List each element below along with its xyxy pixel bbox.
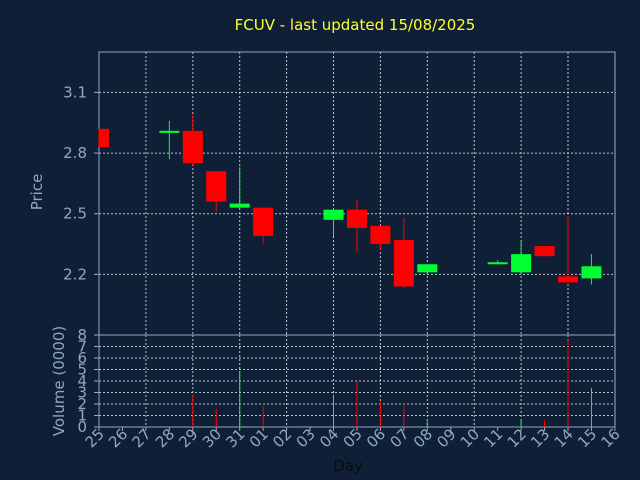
day-tick-label: 01	[246, 425, 272, 451]
day-tick-label: 26	[105, 425, 131, 451]
candle-body	[253, 207, 274, 236]
day-tick-label: 29	[175, 425, 201, 451]
candle-body	[370, 225, 391, 245]
candle-11	[487, 260, 508, 265]
price-tick-labels: 3.1 2.8 2.5 2.2	[63, 83, 99, 283]
day-tick-label: 16	[597, 425, 623, 451]
volume-tick-label: 0	[77, 418, 87, 436]
day-tick-label: 13	[527, 425, 553, 451]
candle-12	[511, 242, 532, 273]
volume-tick-label: 5	[77, 361, 87, 379]
day-tick-label: 10	[457, 425, 483, 451]
candle-body	[417, 264, 438, 273]
day-tick-label: 02	[269, 425, 295, 451]
day-tick-label: 31	[222, 425, 248, 451]
candle-body	[487, 262, 508, 265]
candle-15	[581, 254, 602, 285]
candle-13	[534, 246, 555, 257]
price-grid	[99, 52, 616, 335]
candle-body	[511, 254, 532, 273]
candle-body	[159, 130, 180, 133]
candle-body	[323, 209, 344, 220]
chart-title: FCUV - last updated 15/08/2025	[235, 16, 476, 34]
candle-04	[323, 209, 344, 236]
price-tick-label: 2.5	[63, 205, 87, 223]
price-tick-label: 2.2	[63, 265, 87, 283]
day-tick-label: 05	[340, 425, 366, 451]
candle-body	[558, 276, 578, 283]
candle-07	[393, 217, 414, 289]
candle-25	[98, 128, 109, 148]
candle-body	[99, 128, 109, 148]
candle-30	[206, 171, 227, 212]
day-tick-label: 14	[551, 425, 577, 451]
day-tick-label: 15	[574, 425, 600, 451]
volume-tick-label: 3	[77, 384, 87, 402]
candle-body	[182, 130, 203, 164]
volume-tick-label: 4	[77, 372, 87, 390]
candle-body	[393, 239, 414, 287]
volume-axis-label: Volume (0000)	[50, 326, 68, 436]
day-tick-label: 08	[410, 425, 436, 451]
volume-tick-label: 1	[77, 407, 87, 425]
candle-29	[182, 114, 203, 166]
candle-28	[159, 120, 180, 160]
day-tick-label: 07	[386, 425, 412, 451]
price-axis-label: Price	[28, 174, 46, 211]
volume-bars	[192, 339, 592, 427]
day-tick-labels: 2526272829303101020304050607080910111213…	[82, 425, 624, 451]
candle-05	[346, 199, 367, 253]
day-tick-label: 11	[480, 425, 506, 451]
candles	[98, 114, 602, 289]
volume-tick-label: 8	[77, 326, 87, 344]
volume-tick-label: 2	[77, 395, 87, 413]
volume-tick-label: 6	[77, 349, 87, 367]
day-tick-label: 27	[128, 425, 154, 451]
day-tick-label: 04	[316, 425, 342, 451]
price-plot-frame	[98, 51, 616, 336]
candle-body	[581, 266, 602, 279]
candle-06	[370, 225, 391, 251]
candle-31	[229, 167, 250, 208]
candle-body	[534, 246, 555, 257]
x-axis-label: Day	[333, 457, 363, 475]
price-tick-label: 2.8	[63, 144, 87, 162]
day-tick-label: 12	[504, 425, 530, 451]
candle-body	[229, 203, 250, 208]
candle-body	[206, 171, 227, 202]
candle-08	[417, 264, 438, 273]
day-tick-label: 30	[199, 425, 225, 451]
day-tick-label: 06	[363, 425, 389, 451]
day-tick-label: 09	[433, 425, 459, 451]
day-tick-label: 03	[293, 425, 319, 451]
candle-body	[346, 209, 367, 228]
volume-tick-label: 7	[77, 338, 87, 356]
day-tick-label: 28	[152, 425, 178, 451]
candle-01	[253, 207, 274, 245]
candle-14	[558, 215, 578, 285]
price-tick-label: 3.1	[63, 83, 87, 101]
